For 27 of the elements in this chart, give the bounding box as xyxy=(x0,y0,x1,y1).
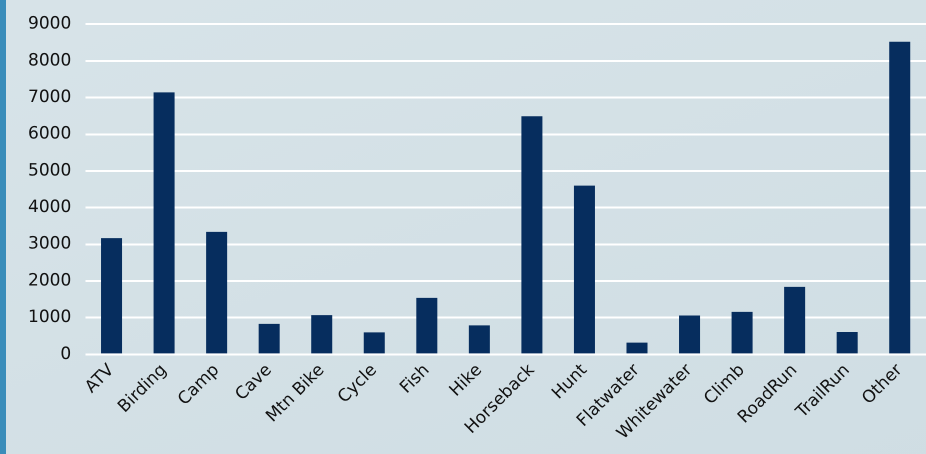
y-tick-label: 2000 xyxy=(28,270,72,290)
bar xyxy=(416,298,438,354)
bar xyxy=(154,92,175,354)
bar xyxy=(206,232,228,354)
y-tick-label: 0 xyxy=(60,344,72,364)
x-tick-label: Fish xyxy=(396,360,434,398)
bar xyxy=(732,312,753,354)
bar xyxy=(311,315,332,354)
y-tick-label: 7000 xyxy=(28,86,72,107)
bar xyxy=(521,116,542,354)
y-tick-label: 6000 xyxy=(28,124,72,144)
y-tick-label: 4000 xyxy=(28,197,72,218)
bar xyxy=(679,315,700,354)
bar xyxy=(836,332,858,354)
bar xyxy=(258,324,280,354)
y-tick-label: 3000 xyxy=(28,234,72,254)
bar xyxy=(101,238,122,354)
y-tick-label: 9000 xyxy=(28,14,72,34)
bar xyxy=(468,325,490,354)
y-tick-label: 5000 xyxy=(28,160,72,180)
bar xyxy=(784,286,806,354)
bar xyxy=(574,186,595,354)
bar xyxy=(626,342,648,354)
bar xyxy=(889,42,910,354)
y-tick-label: 1000 xyxy=(28,307,72,328)
y-tick-label: 8000 xyxy=(28,50,72,70)
bar xyxy=(364,332,385,354)
